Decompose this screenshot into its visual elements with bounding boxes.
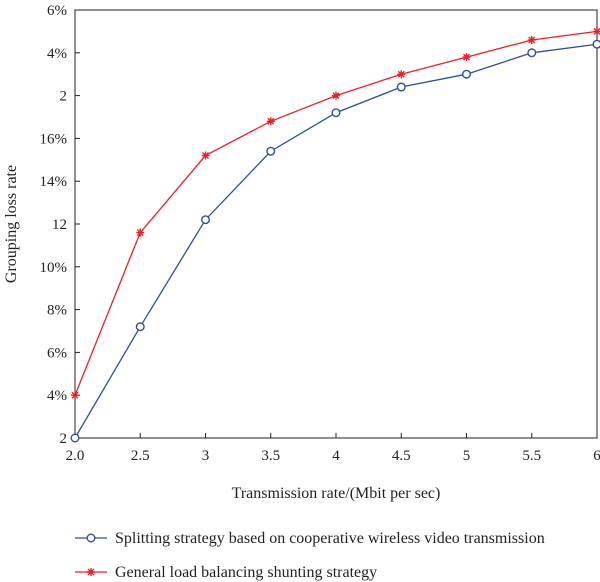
x-tick-label: 4.5 (392, 448, 411, 464)
legend: Splitting strategy based on cooperative … (75, 530, 545, 581)
x-tick-label: 2.0 (66, 448, 85, 464)
x-tick-label: 3 (202, 448, 210, 464)
x-tick-label: 4 (332, 448, 340, 464)
series-1-point (70, 433, 80, 443)
series-2-point (527, 35, 536, 44)
y-tick-label: 4% (47, 46, 67, 62)
x-tick-label: 5 (463, 448, 471, 464)
y-tick-label: 2 (60, 431, 68, 447)
series-1-point (200, 215, 210, 225)
y-tick-label: 2 (60, 89, 68, 105)
series-2-point (397, 70, 406, 79)
legend-marker-1 (86, 533, 96, 543)
y-tick-label: 6% (47, 3, 67, 19)
x-tick-label: 5.5 (522, 448, 541, 464)
series-2-point (593, 27, 600, 36)
x-tick-label: 6 (593, 448, 600, 464)
series-layer (70, 27, 600, 443)
x-tick-label: 2.5 (131, 448, 150, 464)
y-axis-title: Grouping loss rate (3, 165, 20, 283)
y-tick-label: 12 (52, 217, 67, 233)
series-1-point (135, 322, 145, 332)
y-tick-label: 6% (47, 345, 67, 361)
series-1-point (462, 69, 472, 79)
series-1-point (592, 39, 600, 49)
plot-frame (74, 9, 598, 439)
legend-marker-2 (87, 568, 95, 576)
series-2-point (462, 53, 471, 62)
x-tick-label: 3.5 (261, 448, 280, 464)
y-tick-label: 8% (47, 303, 67, 319)
series-2-point (201, 151, 210, 160)
series-1-line (74, 43, 598, 439)
y-tick-label: 10% (40, 260, 68, 276)
series-2-point (332, 91, 340, 100)
series-2-point (71, 391, 79, 400)
series-2 (71, 27, 600, 400)
series-1-point (527, 48, 537, 58)
y-tick-label: 4% (47, 388, 67, 404)
series-1 (70, 39, 600, 443)
legend-label-1: Splitting strategy based on cooperative … (115, 530, 545, 547)
y-tick-label: 16% (40, 131, 68, 147)
series-1-point (266, 146, 276, 156)
x-axis-title: Transmission rate/(Mbit per sec) (232, 485, 441, 502)
x-axis: 2.0 2.5 3 3.5 4 4.5 5 5.5 6 (66, 433, 600, 464)
y-axis: 2 4% 6% 8% 10% 12 14% 16% 2 4% 6% (40, 3, 80, 447)
series-1-point (331, 108, 341, 118)
series-2-point (136, 228, 145, 237)
series-2-line (74, 30, 598, 396)
series-1-point (396, 82, 406, 92)
series-2-point (266, 117, 275, 126)
legend-label-2: General load balancing shunting strategy (115, 564, 377, 581)
y-tick-label: 14% (40, 174, 68, 190)
